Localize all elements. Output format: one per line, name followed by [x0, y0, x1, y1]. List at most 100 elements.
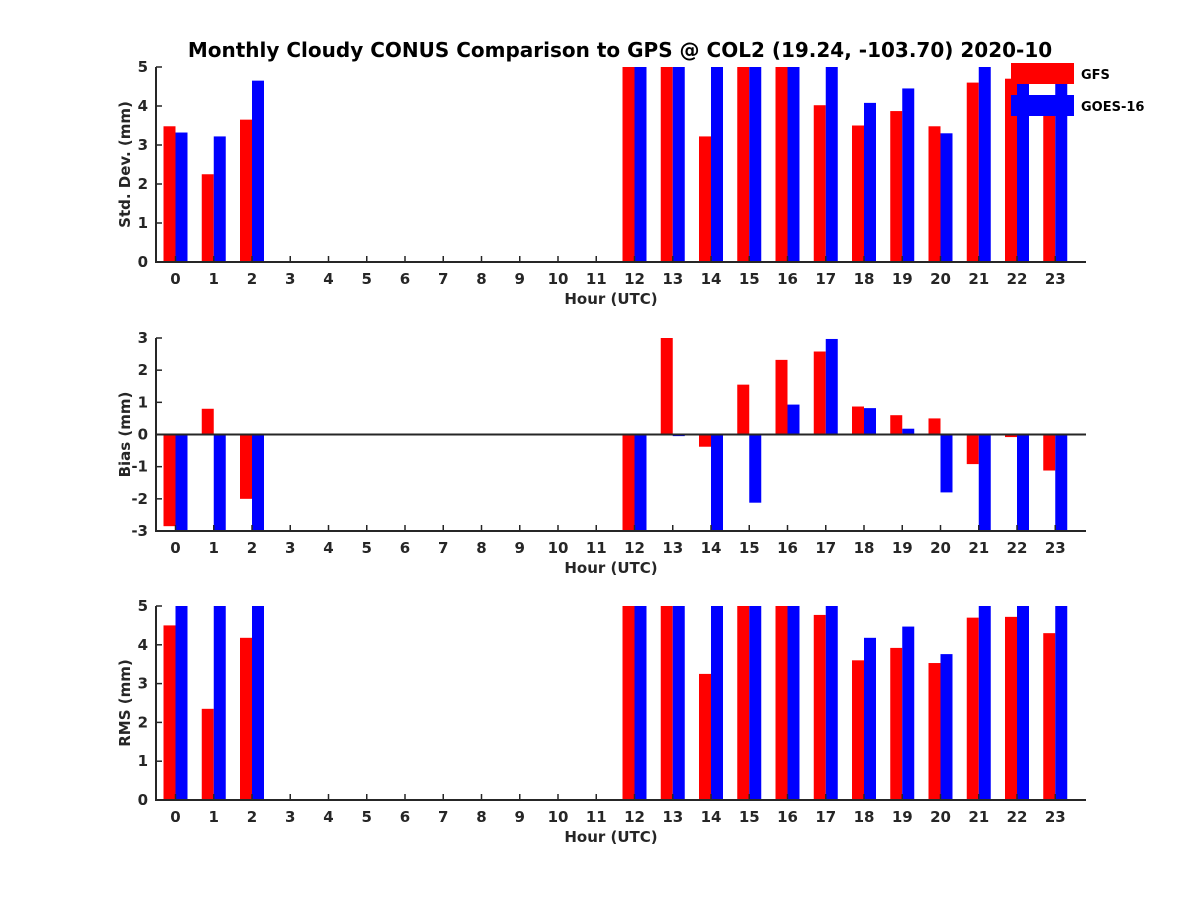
legend-swatch-goes-16: [1011, 95, 1074, 116]
x-tick-label: 12: [624, 539, 645, 557]
x-tick-label: 3: [285, 808, 295, 826]
y-tick-label: 0: [138, 426, 148, 444]
bar-gfs-16: [775, 359, 788, 435]
bar-gfs-2: [240, 434, 252, 499]
x-tick-label: 5: [362, 539, 372, 557]
x-tick-label: 16: [777, 539, 798, 557]
y-axis-label: Bias (mm): [116, 392, 134, 478]
bar-goes-16-17: [825, 67, 838, 262]
bar-goes-16-18: [864, 408, 876, 435]
x-tick-label: 6: [400, 808, 410, 826]
bar-gfs-22: [1005, 78, 1017, 262]
x-tick-label: 21: [968, 270, 989, 288]
bar-goes-16-1: [213, 606, 226, 800]
bar-goes-16-2: [252, 80, 264, 263]
bar-gfs-12: [622, 606, 635, 800]
x-tick-label: 20: [930, 539, 951, 557]
x-tick-label: 0: [170, 539, 180, 557]
x-tick-label: 10: [548, 270, 569, 288]
x-tick-label: 9: [515, 539, 525, 557]
y-tick-label: 2: [138, 713, 148, 731]
bar-gfs-13: [660, 606, 673, 800]
bar-goes-16-12: [634, 67, 647, 262]
x-tick-label: 17: [815, 808, 836, 826]
x-tick-label: 15: [739, 270, 760, 288]
bar-gfs-18: [852, 660, 864, 800]
bar-goes-16-19: [902, 88, 915, 262]
x-tick-label: 13: [662, 270, 683, 288]
bar-gfs-17: [813, 351, 826, 435]
x-tick-label: 20: [930, 808, 951, 826]
y-axis-label: RMS (mm): [116, 659, 134, 746]
bar-goes-16-21: [978, 67, 991, 262]
x-tick-label: 0: [170, 270, 180, 288]
bar-goes-16-14: [711, 606, 723, 800]
x-tick-label: 8: [476, 808, 486, 826]
x-tick-label: 5: [362, 270, 372, 288]
bar-gfs-20: [928, 126, 941, 262]
panel-1-bars: [163, 338, 1068, 531]
bar-goes-16-20: [940, 133, 953, 262]
x-tick-label: 12: [624, 270, 645, 288]
y-tick-label: 5: [138, 58, 148, 76]
x-tick-label: 7: [438, 270, 448, 288]
x-tick-label: 7: [438, 539, 448, 557]
bar-gfs-14: [699, 673, 711, 800]
y-tick-label: 4: [138, 636, 148, 654]
bar-goes-16-23: [1055, 606, 1068, 800]
bar-gfs-21: [966, 617, 979, 800]
bar-gfs-19: [890, 415, 903, 435]
x-tick-label: 21: [968, 539, 989, 557]
bar-gfs-14: [699, 434, 711, 447]
bar-gfs-15: [737, 67, 750, 262]
bar-goes-16-19: [902, 626, 915, 800]
x-tick-label: 19: [892, 270, 913, 288]
bar-gfs-23: [1043, 434, 1056, 471]
y-axis-label: Std. Dev. (mm): [116, 101, 134, 228]
bar-goes-16-17: [825, 606, 838, 800]
y-tick-label: 1: [138, 393, 148, 411]
y-tick-label: 5: [138, 597, 148, 615]
x-tick-label: 2: [247, 270, 257, 288]
y-tick-label: 3: [138, 675, 148, 693]
bar-goes-16-0: [175, 434, 188, 531]
bar-goes-16-15: [749, 67, 762, 262]
x-tick-label: 20: [930, 270, 951, 288]
y-tick-label: 4: [138, 97, 148, 115]
y-tick-label: 0: [138, 253, 148, 271]
bar-goes-16-20: [940, 434, 953, 493]
x-tick-label: 17: [815, 270, 836, 288]
x-tick-label: 14: [701, 270, 722, 288]
y-tick-label: 1: [138, 214, 148, 232]
x-tick-label: 5: [362, 808, 372, 826]
x-tick-label: 4: [323, 808, 333, 826]
x-axis-label: Hour (UTC): [564, 559, 657, 577]
bar-goes-16-1: [213, 434, 226, 531]
x-tick-label: 7: [438, 808, 448, 826]
x-tick-label: 10: [548, 808, 569, 826]
bar-goes-16-14: [711, 434, 723, 531]
bar-gfs-15: [737, 606, 750, 800]
y-tick-label: 0: [138, 791, 148, 809]
bar-gfs-22: [1005, 616, 1017, 800]
bar-gfs-22: [1005, 434, 1017, 438]
bar-gfs-14: [699, 136, 711, 262]
bar-goes-16-2: [252, 434, 264, 531]
y-tick-label: 1: [138, 752, 148, 770]
bar-goes-16-22: [1017, 434, 1029, 531]
y-tick-label: -1: [131, 458, 148, 476]
bar-goes-16-12: [634, 434, 647, 531]
x-tick-label: 18: [854, 808, 875, 826]
x-tick-label: 1: [209, 539, 219, 557]
bar-gfs-0: [163, 126, 176, 262]
y-tick-label: 3: [138, 136, 148, 154]
x-tick-label: 6: [400, 539, 410, 557]
bar-gfs-23: [1043, 633, 1056, 800]
y-tick-label: -3: [131, 522, 148, 540]
bar-gfs-13: [660, 338, 673, 435]
x-tick-label: 22: [1007, 539, 1028, 557]
bar-gfs-2: [240, 637, 252, 800]
